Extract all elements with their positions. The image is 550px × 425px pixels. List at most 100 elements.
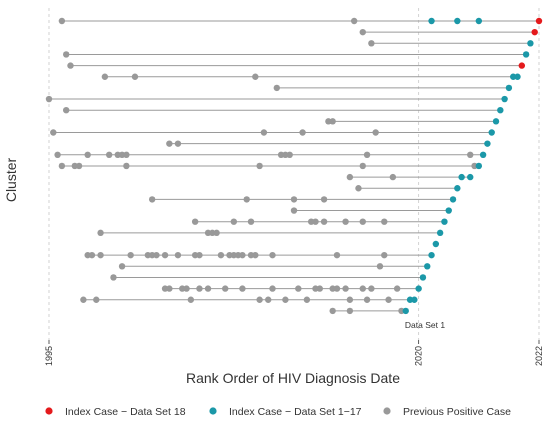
index-case-1-17-point <box>454 185 461 192</box>
previous-case-point <box>247 218 255 225</box>
previous-case-point <box>372 129 379 136</box>
previous-case-point <box>355 185 362 192</box>
previous-case-point <box>363 296 371 303</box>
x-tick-label-2020: 2020 <box>414 346 424 366</box>
previous-case-point <box>153 251 160 259</box>
previous-case-point <box>166 285 173 292</box>
index-case-1-17-point <box>454 17 461 25</box>
index-case-1-17-point <box>411 296 418 303</box>
previous-case-point <box>376 263 384 270</box>
index-case-1-17-point <box>419 274 427 281</box>
previous-case-point <box>333 251 341 259</box>
previous-case-point <box>312 218 319 225</box>
x-axis-ticks: 1995 2020 2022 <box>44 340 544 366</box>
previous-case-point <box>58 17 66 25</box>
previous-case-point <box>393 285 401 292</box>
legend-item-index-1-17-marker <box>209 407 217 415</box>
previous-case-point <box>174 140 182 147</box>
previous-case-point <box>93 296 100 303</box>
index-case-1-17-point <box>441 218 448 225</box>
index-case-1-17-point <box>484 140 491 147</box>
legend-item-index-18-label: Index Case − Data Set 18 <box>65 406 186 418</box>
legend-item-index-18-marker <box>45 407 53 415</box>
previous-case-point <box>368 40 375 47</box>
index-case-1-17-point <box>458 173 465 181</box>
previous-case-point <box>67 62 74 69</box>
previous-case-point <box>62 107 70 114</box>
previous-case-point <box>342 218 349 225</box>
previous-case-point <box>290 196 298 203</box>
previous-case-point <box>333 285 341 292</box>
previous-case-point <box>105 151 113 158</box>
previous-case-point <box>50 129 57 136</box>
previous-case-point <box>329 307 336 315</box>
previous-case-point <box>252 73 259 80</box>
previous-case-point <box>363 151 371 158</box>
previous-case-point <box>204 285 212 292</box>
index-case-1-17-point <box>492 118 500 125</box>
x-tick-label-2022: 2022 <box>534 346 544 366</box>
previous-case-point <box>359 218 366 225</box>
legend-item-previous-marker <box>383 407 391 415</box>
previous-case-point <box>350 17 358 25</box>
previous-case-point <box>368 285 375 292</box>
index-case-1-17-point <box>505 84 513 92</box>
annotation-data-set-1: Data Set 1 <box>405 320 445 330</box>
index-case-1-17-point <box>497 107 504 114</box>
index-case-1-17-point <box>432 240 440 248</box>
index-case-18-point <box>518 62 526 69</box>
previous-case-point <box>329 118 336 125</box>
previous-case-point <box>123 162 130 170</box>
previous-case-point <box>346 307 354 315</box>
previous-case-point <box>316 285 323 292</box>
previous-case-point <box>320 218 328 225</box>
previous-case-point <box>239 251 246 259</box>
index-case-1-17-point <box>415 285 422 292</box>
index-case-1-17-point <box>449 196 457 203</box>
previous-case-point <box>174 251 182 259</box>
previous-case-point <box>346 173 354 181</box>
previous-case-point <box>118 263 126 270</box>
legend-item-previous-label: Previous Positive Case <box>403 406 511 418</box>
previous-case-point <box>110 274 117 281</box>
index-case-1-17-point <box>424 263 431 270</box>
previous-case-point <box>295 285 302 292</box>
index-case-18-point <box>531 28 538 36</box>
index-case-1-17-point <box>522 51 530 58</box>
previous-case-point <box>467 151 474 158</box>
previous-case-point <box>269 285 276 292</box>
index-case-1-17-point <box>467 173 474 181</box>
previous-case-point <box>75 162 83 170</box>
previous-case-point <box>80 296 87 303</box>
previous-case-point <box>260 129 268 136</box>
index-case-1-17-point <box>514 73 521 80</box>
index-case-1-17-point <box>475 162 483 170</box>
previous-case-point <box>342 285 349 292</box>
previous-case-point <box>196 251 203 259</box>
previous-case-point <box>299 129 306 136</box>
previous-case-point <box>269 251 276 259</box>
previous-case-point <box>230 218 238 225</box>
previous-case-point <box>58 162 66 170</box>
index-case-1-17-point <box>479 151 487 158</box>
previous-case-point <box>239 285 246 292</box>
index-case-18-point <box>535 17 543 25</box>
previous-case-point <box>45 95 53 103</box>
previous-case-point <box>286 151 293 158</box>
previous-case-point <box>161 251 169 259</box>
previous-case-point <box>183 285 190 292</box>
previous-case-point <box>123 151 130 158</box>
x-tick-label-1995: 1995 <box>44 346 54 366</box>
previous-case-point <box>243 196 250 203</box>
previous-case-point <box>88 251 96 259</box>
previous-case-point <box>303 296 311 303</box>
cluster-series <box>45 17 543 315</box>
previous-case-point <box>191 218 199 225</box>
previous-case-point <box>187 296 195 303</box>
previous-case-point <box>385 296 392 303</box>
index-case-1-17-point <box>428 17 435 25</box>
index-case-1-17-point <box>488 129 495 136</box>
previous-case-point <box>148 196 156 203</box>
previous-case-point <box>166 140 173 147</box>
previous-case-point <box>389 173 397 181</box>
